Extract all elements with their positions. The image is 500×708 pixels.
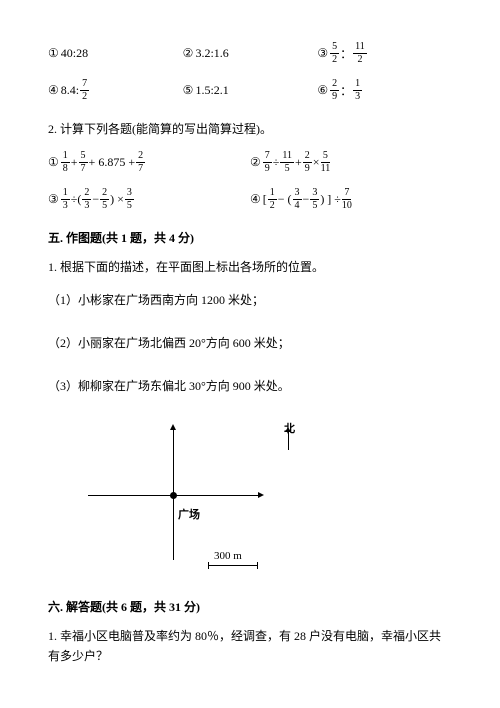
cell-2-2: ⑤ 1.5:2.1: [183, 79, 318, 102]
num-1: ①: [48, 46, 59, 61]
ratio-row-2: ④ 8.4: 72 ⑤ 1.5:2.1 ⑥ 29 ： 13: [48, 79, 452, 102]
cell-1-3: ③ 52 ： 112: [317, 42, 452, 65]
sec5-s2: （2）小丽家在广场北偏西 20°方向 600 米处；: [48, 334, 452, 351]
eq-row-2: ③ 13 ÷( 23 − 25 ) × 35 ④ [ 12 − ( 34 − 3…: [48, 188, 452, 211]
ratio-6: 29 ： 13: [330, 79, 362, 102]
ratio-2: 3.2:1.6: [195, 46, 228, 61]
eq3-expr: 13 ÷( 23 − 25 ) × 35: [61, 188, 134, 211]
sec5-s1: （1）小彬家在广场西南方向 1200 米处；: [48, 291, 452, 308]
num-4: ④: [48, 83, 59, 98]
eq-1: ① 18 + 57 + 6.875 + 27: [48, 151, 250, 174]
sec5-s3: （3）柳柳家在广场东偏北 30°方向 900 米处。: [48, 377, 452, 394]
eq1-num: ①: [48, 155, 59, 170]
q2-title: 2. 计算下列各题(能简算的写出简算过程)。: [48, 120, 452, 139]
eq4-expr: [ 12 − ( 34 − 35 ) ] ÷ 710: [263, 188, 352, 211]
scale-bar: [208, 565, 258, 566]
eq-2: ② 79 ÷ 115 + 29 × 511: [250, 151, 452, 174]
origin-label: 广场: [178, 506, 200, 522]
ratio-1: 40:28: [61, 46, 88, 61]
cell-2-3: ⑥ 29 ： 13: [317, 79, 452, 102]
eq1-expr: 18 + 57 + 6.875 + 27: [61, 151, 145, 174]
eq2-num: ②: [250, 155, 261, 170]
cell-1-1: ① 40:28: [48, 42, 183, 65]
sec6-q1: 1. 幸福小区电脑普及率约为 80％，经调查，有 28 户没有电脑，幸福小区共有…: [48, 627, 452, 665]
ratio-row-1: ① 40:28 ② 3.2:1.6 ③ 52 ： 112: [48, 42, 452, 65]
north-arrow-icon: [288, 432, 289, 450]
section-6-title: 六. 解答题(共 6 题，共 31 分): [48, 598, 452, 615]
sec5-q1: 1. 根据下面的描述，在平面图上标出各场所的位置。: [48, 258, 452, 277]
eq-row-1: ① 18 + 57 + 6.875 + 27 ② 79 ÷ 115 + 29 ×…: [48, 151, 452, 174]
cell-1-2: ② 3.2:1.6: [183, 42, 318, 65]
num-3: ③: [317, 46, 328, 61]
ratio-3: 52 ： 112: [330, 42, 367, 65]
num-6: ⑥: [317, 83, 328, 98]
eq-4: ④ [ 12 − ( 34 − 35 ) ] ÷ 710: [250, 188, 452, 211]
ratio-5: 1.5:2.1: [195, 83, 228, 98]
scale-label: 300 m: [214, 550, 242, 562]
cell-2-1: ④ 8.4: 72: [48, 79, 183, 102]
coordinate-diagram: 广场 北 300 m: [88, 420, 308, 580]
eq2-expr: 79 ÷ 115 + 29 × 511: [263, 151, 330, 174]
eq3-num: ③: [48, 192, 59, 207]
origin-dot: [170, 492, 177, 499]
eq4-num: ④: [250, 192, 261, 207]
num-2: ②: [183, 46, 194, 61]
num-5: ⑤: [183, 83, 194, 98]
section-5-title: 五. 作图题(共 1 题，共 4 分): [48, 229, 452, 246]
ratio-4: 8.4: 72: [61, 79, 89, 102]
eq-3: ③ 13 ÷( 23 − 25 ) × 35: [48, 188, 250, 211]
